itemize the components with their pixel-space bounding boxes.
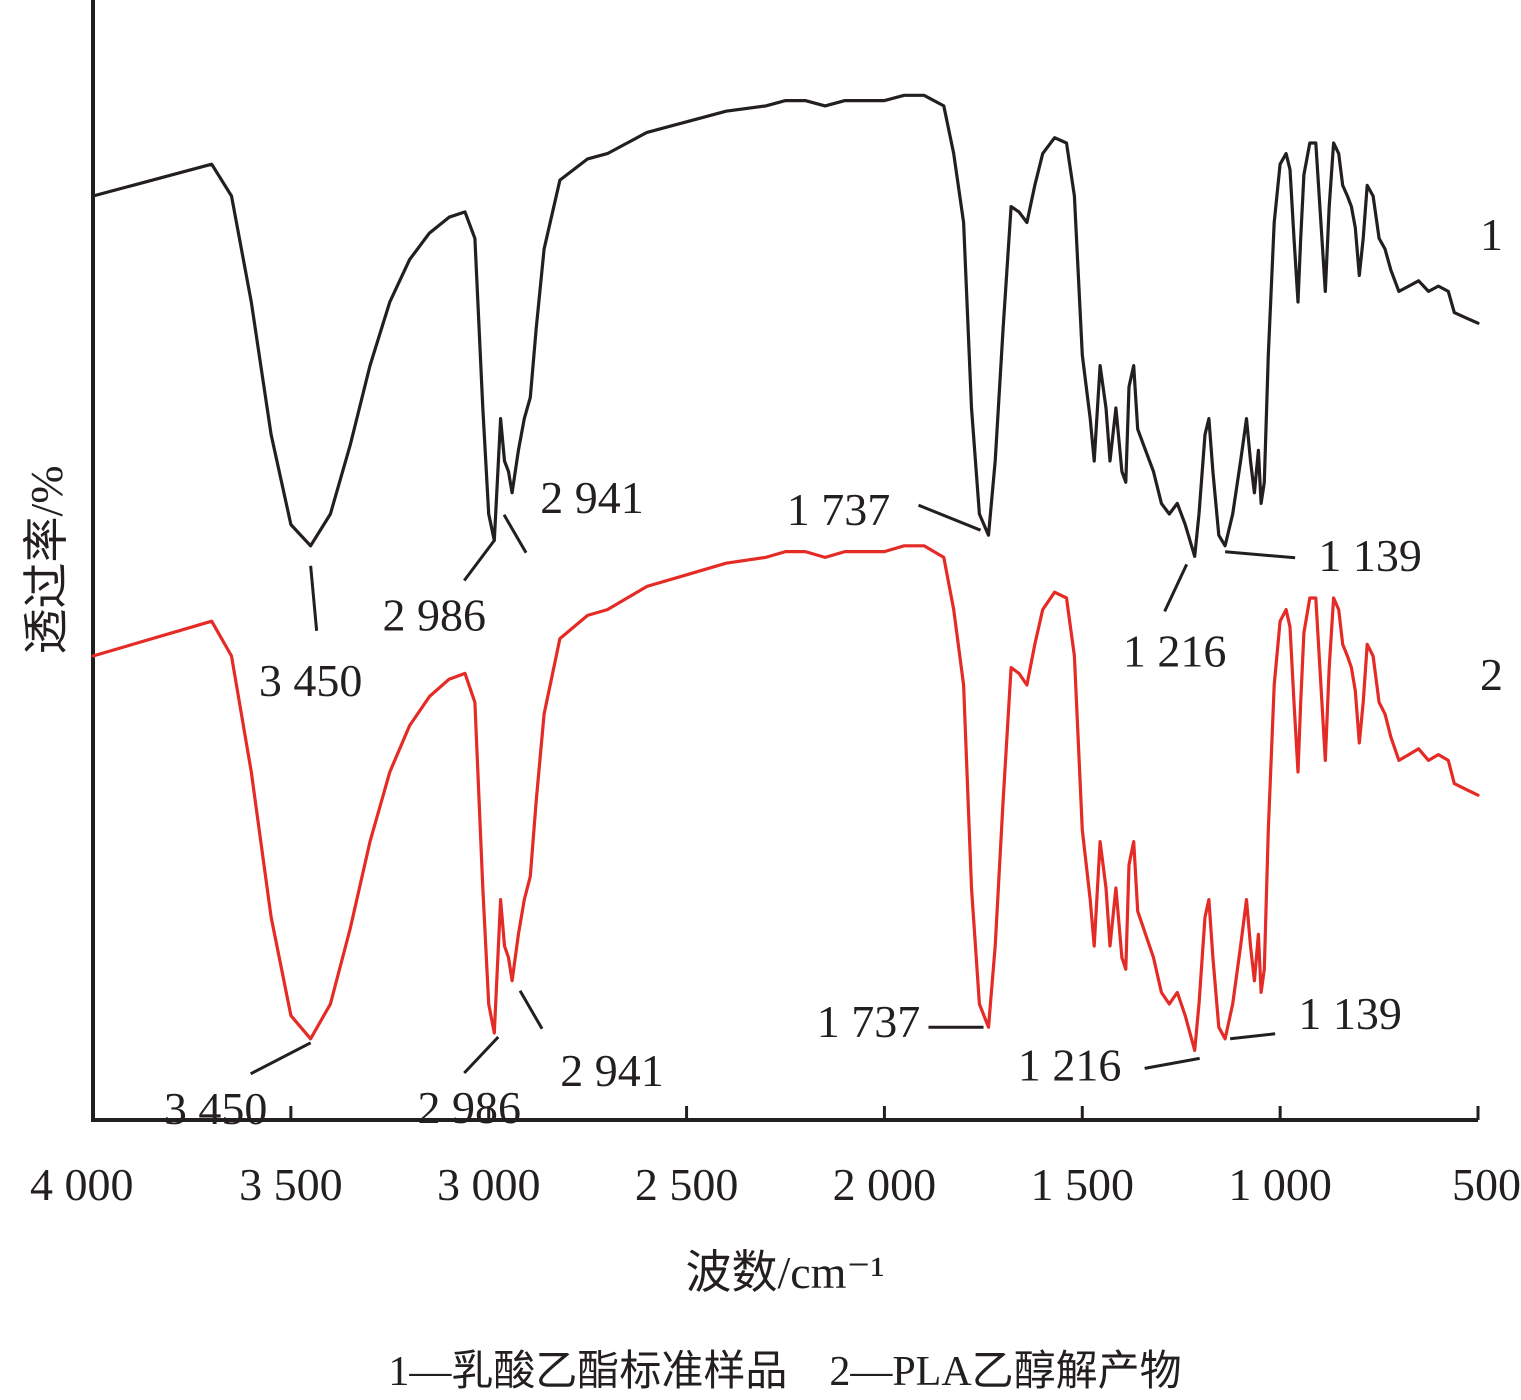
peak-leader-line — [1163, 563, 1189, 613]
peak-leader-line — [917, 503, 982, 532]
x-tick-label: 3 500 — [239, 1159, 343, 1210]
curve-label-2: 2 — [1480, 649, 1503, 700]
peak-label: 1 737 — [817, 996, 921, 1047]
peak-label: 2 986 — [383, 590, 487, 641]
series-2-line — [91, 544, 1480, 1052]
x-tick-label: 1 500 — [1031, 1159, 1135, 1210]
x-tick-label: 2 500 — [635, 1159, 739, 1210]
peak-leader-line — [1144, 1056, 1200, 1070]
peak-label: 3 450 — [164, 1083, 268, 1134]
x-tick-label: 3 000 — [437, 1159, 541, 1210]
peak-label: 1 216 — [1018, 1039, 1122, 1090]
peak-label: 1 139 — [1318, 530, 1422, 581]
peak-leader-line — [1225, 550, 1296, 560]
peak-leader-line — [309, 565, 319, 631]
series-1-line — [91, 93, 1480, 558]
x-tick-label: 2 000 — [833, 1159, 937, 1210]
curve-label-1: 1 — [1480, 209, 1503, 260]
peak-label: 1 216 — [1123, 625, 1227, 676]
x-tick-labels: 4 000 3 500 3 000 2 500 2 000 1 500 1 000 500 — [30, 1159, 1521, 1210]
x-tick-label: 1 000 — [1228, 1159, 1332, 1210]
spectra — [91, 93, 1480, 1052]
peak-label: 2 986 — [418, 1082, 522, 1133]
peak-label: 1 737 — [787, 484, 891, 535]
peak-annotations: 3 450 2 986 2 941 1 737 1 216 1 139 3 450 2 986… — [164, 472, 1422, 1134]
peak-leader-line — [463, 1035, 500, 1075]
peak-leader-line — [1229, 1032, 1276, 1041]
y-axis-title: 透过率/% — [21, 465, 72, 654]
peak-leader-line — [463, 539, 496, 582]
x-tick-label: 4 000 — [30, 1159, 134, 1210]
peak-label: 2 941 — [560, 1045, 664, 1096]
peak-leader-line — [518, 990, 544, 1030]
peak-label: 1 139 — [1298, 988, 1402, 1039]
x-tick-label: 500 — [1452, 1159, 1521, 1210]
legend-caption: 1—乳酸乙酯标准样品 2—PLA乙醇解产物 — [388, 1349, 1181, 1395]
x-axis-title: 波数/cm⁻¹ — [685, 1247, 884, 1298]
x-ticks — [91, 1106, 1480, 1120]
peak-label: 3 450 — [259, 655, 363, 706]
peak-leader-line — [502, 514, 528, 554]
peak-leader-line — [249, 1041, 312, 1076]
peak-label: 2 941 — [540, 472, 644, 523]
